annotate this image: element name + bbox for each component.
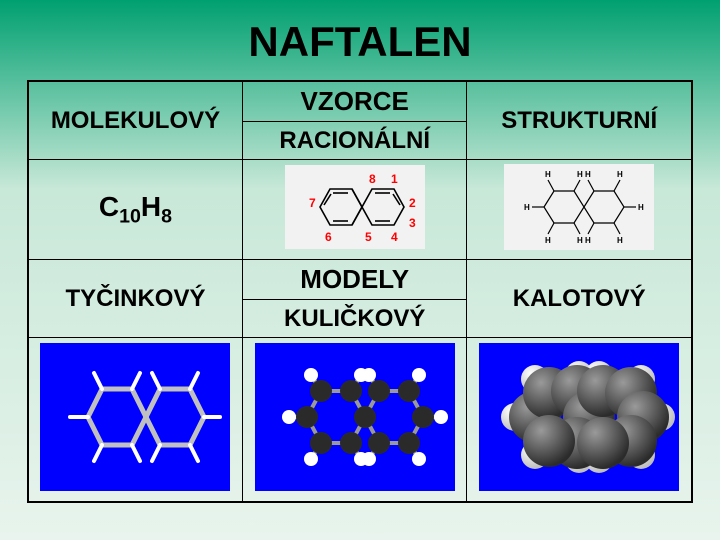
rational-diagram: 1 2 3 4 5 6 7 8	[285, 165, 425, 249]
header-modely: MODELY	[300, 264, 409, 294]
pos-1: 1	[391, 172, 398, 186]
svg-text:H: H	[577, 236, 583, 245]
spacefill-model	[479, 343, 679, 491]
page-title: NAFTALEN	[0, 0, 720, 80]
pos-6: 6	[325, 230, 332, 244]
col-kalot: KALOTOVÝ	[513, 285, 646, 312]
svg-text:H: H	[545, 236, 551, 245]
pos-3: 3	[409, 216, 416, 230]
ball-model	[255, 343, 455, 491]
pos-7: 7	[309, 196, 316, 210]
pos-5: 5	[365, 230, 372, 244]
svg-text:H: H	[585, 236, 591, 245]
svg-text:H: H	[638, 203, 644, 212]
structural-diagram: HH HH HH HH HH	[504, 164, 654, 250]
formula-table: MOLEKULOVÝ VZORCE STRUKTURNÍ RACIONÁLNÍ …	[27, 80, 693, 503]
svg-text:H: H	[617, 236, 623, 245]
molecular-formula: C10H8	[99, 191, 172, 222]
col-kulick: KULIČKOVÝ	[284, 305, 425, 332]
header-vzorce: VZORCE	[301, 86, 409, 116]
svg-text:H: H	[545, 170, 551, 179]
col-tycink: TYČINKOVÝ	[65, 285, 205, 312]
svg-text:H: H	[524, 203, 530, 212]
col-molekul: MOLEKULOVÝ	[51, 107, 220, 134]
stick-model	[40, 343, 230, 491]
svg-text:H: H	[617, 170, 623, 179]
svg-text:H: H	[585, 170, 591, 179]
col-racionalni: RACIONÁLNÍ	[279, 127, 430, 154]
col-strukturni: STRUKTURNÍ	[501, 107, 657, 134]
pos-4: 4	[391, 230, 398, 244]
svg-text:H: H	[577, 170, 583, 179]
pos-8: 8	[369, 172, 376, 186]
pos-2: 2	[409, 196, 416, 210]
